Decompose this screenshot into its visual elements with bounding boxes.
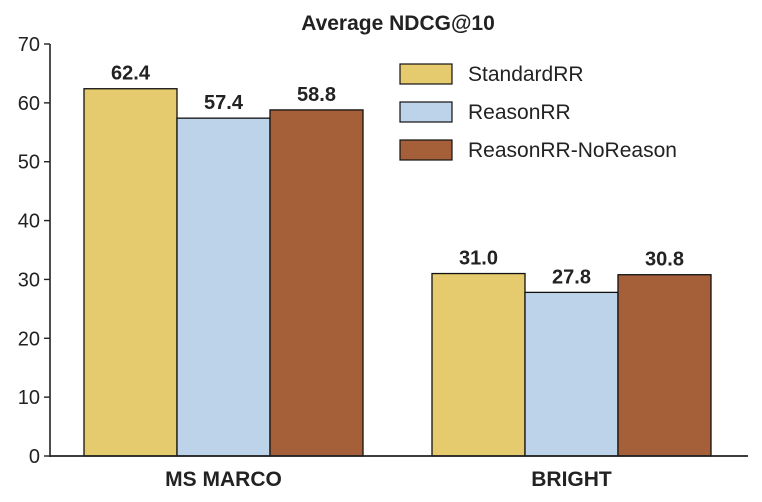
- y-tick-label: 0: [29, 446, 40, 468]
- legend-swatch: [399, 101, 453, 123]
- data-label: 57.4: [204, 92, 244, 114]
- y-tick-label: 20: [18, 328, 40, 350]
- chart-title: Average NDCG@10: [301, 12, 495, 35]
- legend-label: ReasonRR-NoReason: [468, 139, 677, 162]
- data-label: 27.8: [552, 266, 591, 288]
- y-tick-label: 70: [18, 34, 40, 56]
- legend-swatch: [399, 63, 453, 85]
- bar-reasonrr-ms-marco: [176, 117, 271, 457]
- y-tick-label: 60: [18, 93, 40, 115]
- bar-reasonrr-noreason-bright: [617, 274, 712, 457]
- legend-label: ReasonRR: [468, 101, 571, 124]
- data-label: 58.8: [297, 84, 336, 106]
- bar-reasonrr-noreason-ms-marco: [269, 109, 364, 457]
- y-tick-label: 40: [18, 211, 40, 233]
- y-tick-label: 50: [18, 152, 40, 174]
- bar-reasonrr-bright: [524, 291, 619, 457]
- legend: StandardRR ReasonRR ReasonRR-NoReason: [399, 63, 677, 162]
- y-tick-label: 10: [18, 387, 40, 409]
- data-label: 62.4: [111, 63, 151, 85]
- bar-standardrr-ms-marco: [83, 88, 178, 457]
- bar-standardrr-bright: [431, 272, 526, 457]
- x-tick-label: MS MARCO: [165, 468, 282, 491]
- legend-swatch: [399, 139, 453, 161]
- data-label: 31.0: [459, 248, 498, 270]
- legend-label: StandardRR: [468, 63, 584, 86]
- x-tick-label: BRIGHT: [531, 468, 612, 491]
- y-tick-label: 30: [18, 269, 40, 291]
- plot-area: 0 10 20 30 40 50 60 70 62.4 31.0 57.4 27.8 58.8 30.8 M…: [18, 34, 748, 491]
- data-label: 30.8: [645, 249, 684, 271]
